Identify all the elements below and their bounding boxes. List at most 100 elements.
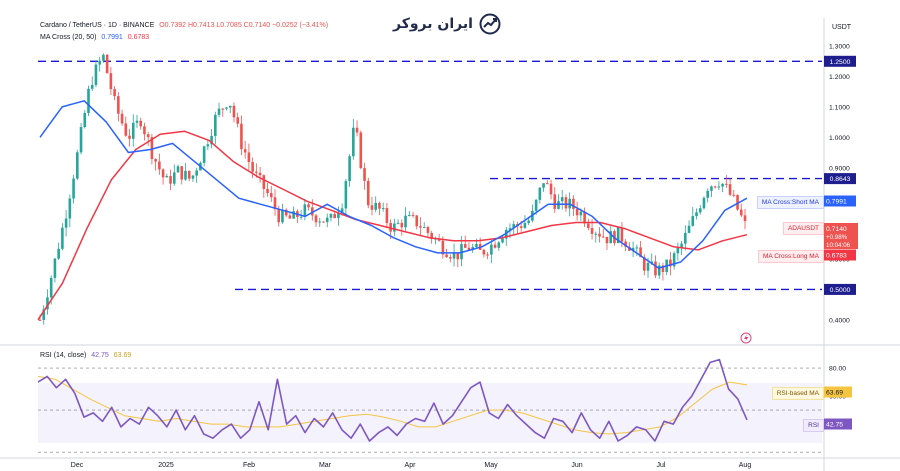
candle-body [736,194,739,210]
level-badge-label: 0.8643 [830,176,851,183]
rsi-ma-legend-value: 63.69 [113,352,132,359]
candle-body [695,212,698,217]
last-change-label: +0.98% [826,234,848,241]
candle-body [72,178,75,199]
candle-body [325,217,329,223]
legend-rsi: RSI (14, close) 42.75 63.69 [40,352,131,359]
candle-body [378,202,381,209]
candle-body [467,247,471,251]
candle-body [180,166,184,180]
candle-body [281,209,284,223]
price-tick-label: 1.0000 [829,135,850,142]
candle-body [83,112,87,128]
candle-body [393,223,396,232]
countdown-label: 10:04:06 [826,242,851,249]
candle-body [98,60,101,65]
candle-body [590,228,594,234]
last-price-label: 0.7140 [826,226,847,233]
time-tick-label: 2025 [158,462,174,469]
candle-body [404,215,407,228]
candle-body [292,211,295,219]
candle-body [348,156,351,182]
candle-body [482,249,486,255]
candle-body [258,172,262,176]
lightning-icon-bolt [744,334,749,342]
candle-body [340,208,344,214]
candle-body [337,213,340,219]
candle-body [94,64,98,85]
candle-body [109,73,113,90]
candle-body [53,258,57,278]
candle-body [684,232,687,244]
candle-body [598,233,601,237]
candle-body [642,257,646,271]
time-tick-label: Feb [243,462,255,469]
candle-body [463,244,467,248]
ma-cross-label[interactable]: MA Cross (20, 50) [40,34,97,41]
candle-body [228,105,232,108]
candle-body [739,209,743,216]
candle-body [251,162,254,172]
candle-body [303,204,307,217]
candle-body [639,247,642,258]
time-tick-label: Jun [571,462,582,469]
candle-body [534,199,538,211]
level-badge-label: 1.2500 [830,59,851,66]
candle-body [702,197,706,209]
candle-body [210,135,213,145]
candle-body [553,194,557,209]
symbol-flag: ADAUSDT [782,222,824,235]
long-ma-value-tag [824,249,856,261]
price-tick-label: 1.3000 [829,44,850,51]
candle-body [635,247,639,249]
candle-body [713,186,717,188]
candle-body [385,208,389,223]
candle-body [672,253,676,267]
candle-body [311,207,314,216]
candle-body [131,122,135,139]
candle-body [441,240,445,255]
candle-body [243,149,247,153]
candle-body [269,193,273,198]
candle-body [452,252,456,259]
candle-body [374,202,378,210]
candle-body [493,244,497,248]
rsi-label[interactable]: RSI (14, close) [40,352,87,359]
time-tick-label: May [484,462,498,469]
instrument-title[interactable]: Cardano / TetherUS · 1D · BINANCE [40,22,155,29]
ohlc-values: O0.7392 H0.7413 L0.7085 C0.7140 −0.0252 … [159,22,329,29]
candle-body [117,96,120,114]
rsi-value-tag [824,418,852,430]
candle-body [415,215,419,227]
ma-long-value: 0.6783 [127,34,150,41]
candle-body [411,214,415,216]
rsi-ma-flag-label: RSI-based MA [776,390,819,397]
candle-body [143,126,146,135]
candle-body [363,168,366,181]
candle-body [124,123,128,136]
rsi-value-tag-label: 42.75 [826,422,843,429]
level-badge [824,283,856,295]
candle-body [318,221,322,223]
candle-body [504,229,508,239]
long-ma-line [37,130,748,321]
candle-body [687,225,691,233]
level-badge [824,173,856,185]
candle-body [38,319,42,321]
candle-body [113,89,116,97]
candle-body [549,183,553,195]
rsi-flag: RSI [803,419,824,432]
candle-body [366,180,370,206]
candle-body [64,218,68,228]
candle-body [601,236,605,238]
candle-body [542,183,545,188]
candle-body [172,172,176,184]
candle-body [616,227,620,244]
candle-body [519,226,523,228]
candle-body [396,222,400,224]
candle-body [486,254,489,256]
candle-body [728,184,732,195]
short-ma-flag-label: MA Cross:Short MA [761,199,819,206]
candle-body [161,169,165,178]
